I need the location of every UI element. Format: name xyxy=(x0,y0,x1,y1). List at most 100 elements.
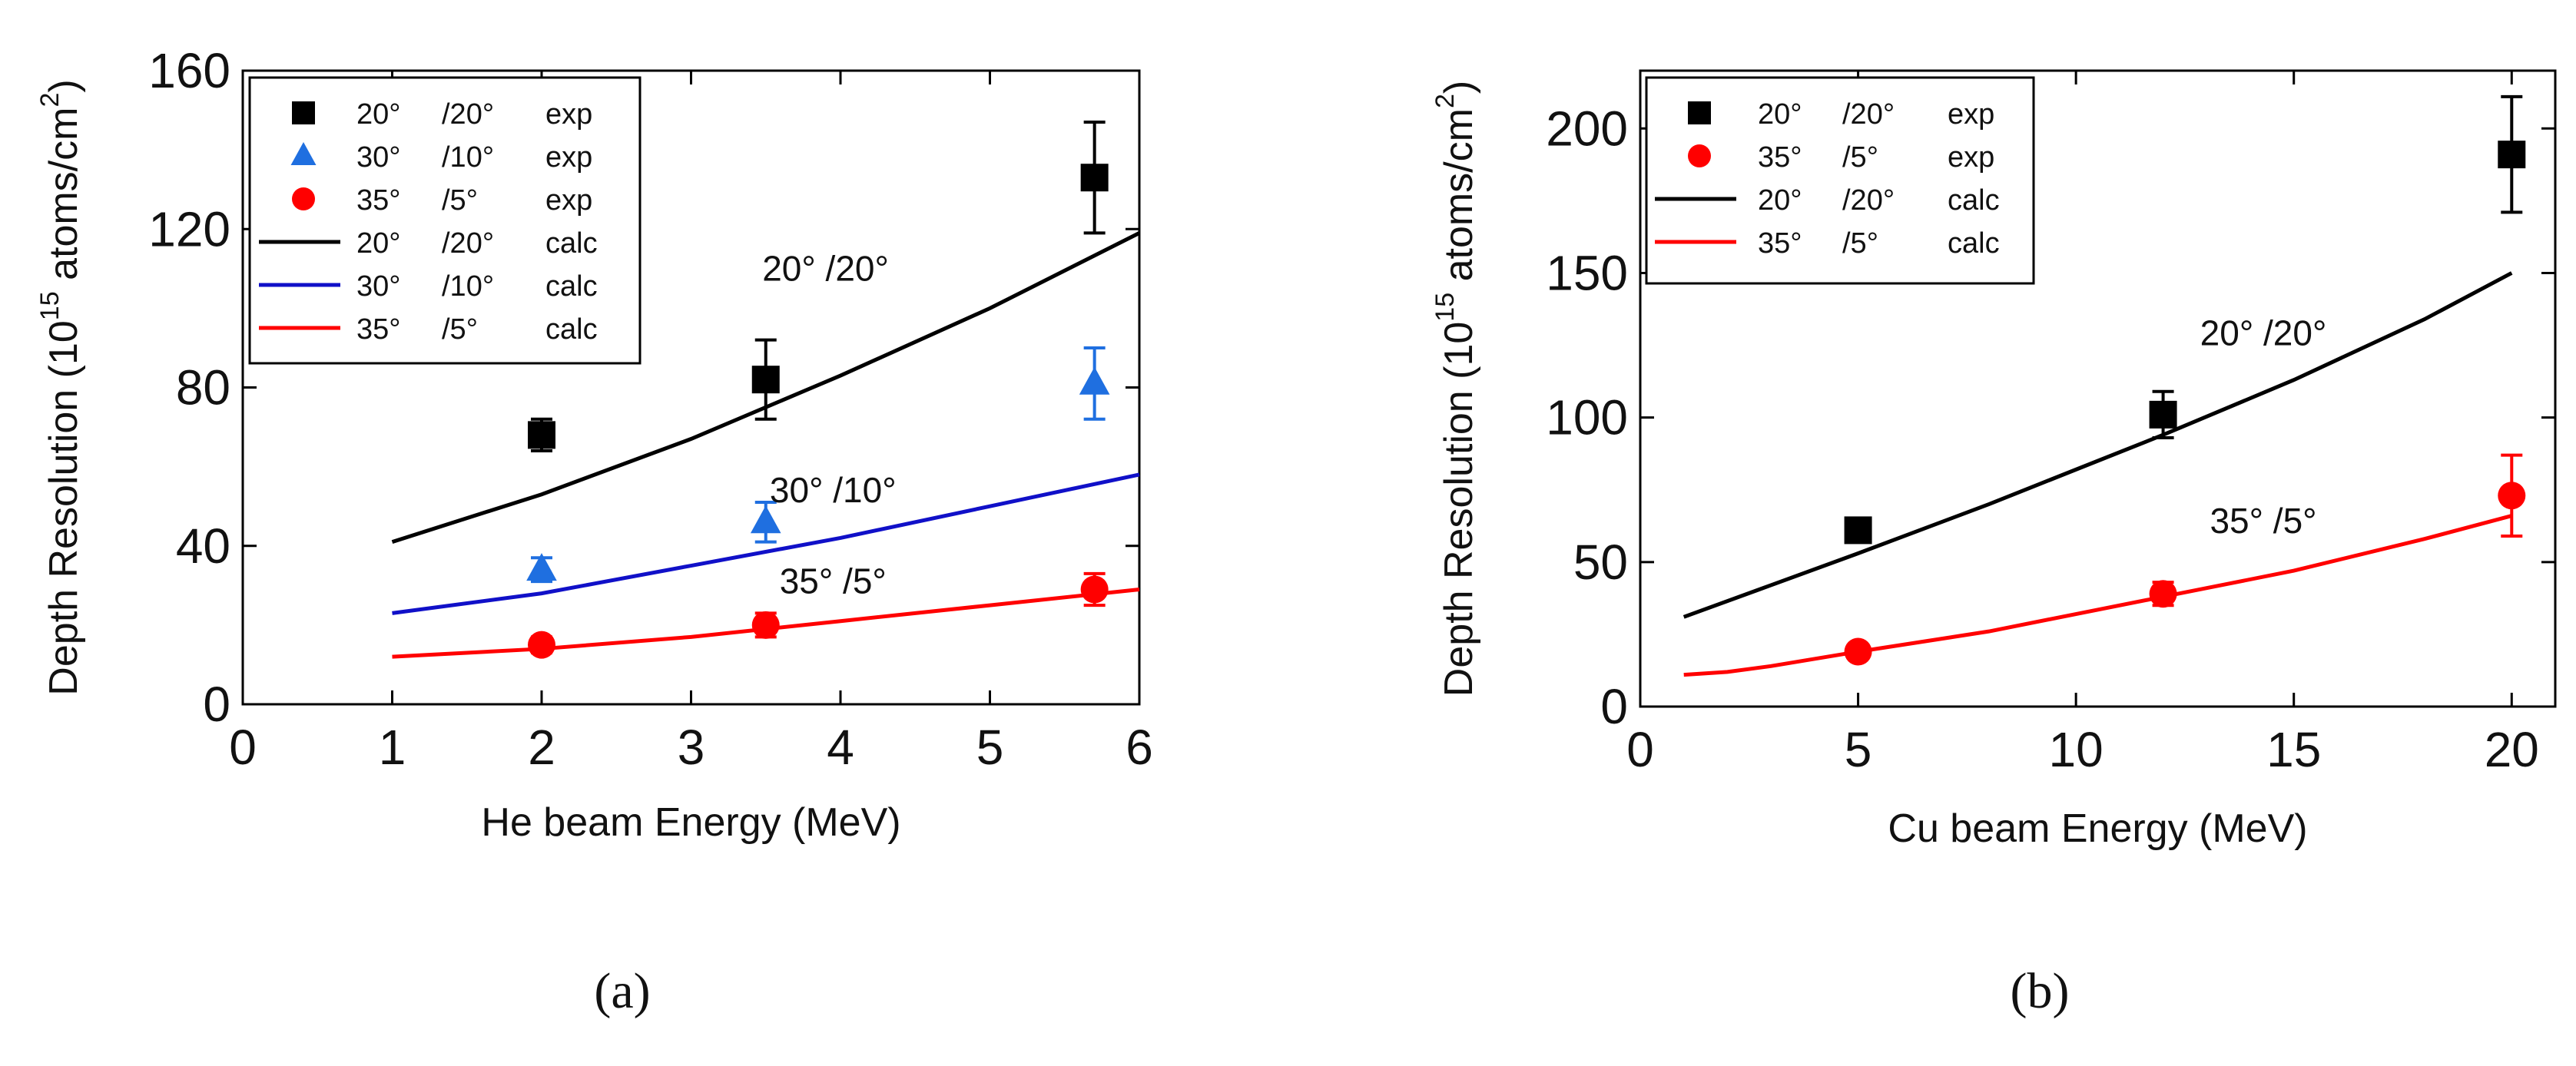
legend-entry: 35° /5° calc xyxy=(1655,227,2000,260)
data-point-square xyxy=(528,421,555,449)
data-point-square xyxy=(1844,516,1872,545)
legend-marker-circle xyxy=(1688,144,1711,167)
legend-label-kind: calc xyxy=(1948,227,2000,260)
legend: 20° /20° exp 35° /5° exp 20° /20° calc 35° /5° calc xyxy=(1645,76,2035,285)
legend-label-angle2: /5° xyxy=(1842,227,1878,260)
x-tick-label: 10 xyxy=(2049,722,2104,777)
legend-label-kind: exp xyxy=(545,141,592,174)
y-axis-title-exp: 15 xyxy=(35,291,65,320)
legend-marker-circle xyxy=(292,187,315,210)
data-point-circle xyxy=(751,611,780,639)
data-point-square xyxy=(751,366,780,394)
legend: 20° /20° exp 30° /10° exp 35° /5° exp 20° /20° calc… xyxy=(248,76,642,365)
y-tick-label: 100 xyxy=(1546,390,1628,445)
panel-label: (b) xyxy=(2011,963,2070,1019)
legend-marker-square xyxy=(1688,101,1711,124)
legend-entry: 30° /10° exp xyxy=(290,141,592,174)
panel-label: (a) xyxy=(594,963,650,1019)
y-axis-title-exp2: 2 xyxy=(35,93,65,108)
legend-label-angle2: /20° xyxy=(442,98,494,131)
legend-label-kind: exp xyxy=(1948,98,1994,131)
x-axis-title: Cu beam Energy (MeV) xyxy=(1888,806,2307,851)
legend-label-angle1: 30° xyxy=(356,141,400,174)
legend-label-angle2: /20° xyxy=(442,227,494,260)
legend-label-angle1: 35° xyxy=(356,313,400,346)
legend-box xyxy=(248,76,642,365)
legend-entry: 20° /20° calc xyxy=(1655,184,2000,217)
x-tick-label: 5 xyxy=(976,720,1004,775)
data-point-square xyxy=(1080,164,1109,192)
x-tick-label: 15 xyxy=(2266,722,2321,777)
legend-label-angle2: /20° xyxy=(1842,98,1895,131)
series-line-4 xyxy=(392,472,1140,615)
x-tick-label: 4 xyxy=(827,720,854,775)
legend-label-angle1: 30° xyxy=(356,270,400,303)
y-axis-title-exp: 15 xyxy=(1431,293,1460,322)
data-point-circle xyxy=(1844,637,1872,666)
annotation-label: 20° /20° xyxy=(2200,313,2327,353)
chart-panel-a: 0 1 2 3 4 5 6 0 40 80 120 160 He beam Energy (MeV) De… xyxy=(35,43,1153,1019)
y-axis-title-prefix: Depth Resolution (10 xyxy=(1437,322,1481,697)
data-point-square xyxy=(2498,141,2526,169)
legend-label-angle2: /10° xyxy=(442,141,494,174)
x-tick-label: 2 xyxy=(528,720,555,775)
x-tick-label: 0 xyxy=(229,720,257,775)
legend-entry: 35° /5° exp xyxy=(292,184,592,217)
x-tick-label: 20 xyxy=(2485,722,2539,777)
y-tick-label: 40 xyxy=(176,518,230,574)
y-tick-label: 120 xyxy=(148,201,230,257)
y-tick-label: 0 xyxy=(203,677,230,732)
legend-label-kind: exp xyxy=(545,184,592,217)
legend-label-angle1: 35° xyxy=(1758,227,1802,260)
legend-label-angle1: 35° xyxy=(1758,141,1802,174)
x-tick-label: 5 xyxy=(1845,722,1872,777)
legend-label-kind: exp xyxy=(545,98,592,131)
legend-label-angle2: /20° xyxy=(1842,184,1895,217)
x-tick-label: 0 xyxy=(1626,722,1654,777)
y-tick-label: 80 xyxy=(176,360,230,415)
data-point-circle xyxy=(1080,575,1109,604)
legend-entry: 35° /5° calc xyxy=(259,313,598,346)
legend-entry: 20° /20° exp xyxy=(1688,98,1994,131)
x-axis-title: He beam Energy (MeV) xyxy=(481,800,900,845)
legend-entry: 20° /20° calc xyxy=(259,227,598,260)
y-axis-title: Depth Resolution (1015 atoms/cm2) xyxy=(1431,81,1481,697)
y-axis-title-suffix: ) xyxy=(41,79,86,92)
legend-label-angle2: /10° xyxy=(442,270,494,303)
annotation-label: 20° /20° xyxy=(762,248,889,288)
y-tick-label: 200 xyxy=(1546,101,1628,156)
y-tick-label: 160 xyxy=(148,43,230,98)
legend-label-kind: calc xyxy=(1948,184,2000,217)
legend-label-kind: calc xyxy=(545,227,598,260)
legend-label-angle2: /5° xyxy=(442,313,478,346)
legend-label-angle2: /5° xyxy=(1842,141,1878,174)
data-point-circle xyxy=(2498,482,2526,510)
legend-marker-triangle xyxy=(290,142,317,165)
plot-frame xyxy=(1639,69,2557,708)
data-point-triangle xyxy=(1079,366,1110,395)
legend-marker-square xyxy=(292,101,315,124)
x-tick-label: 6 xyxy=(1126,720,1153,775)
data-point-circle xyxy=(528,631,555,659)
x-tick-label: 3 xyxy=(678,720,705,775)
y-tick-label: 150 xyxy=(1546,245,1628,300)
y-axis-title-suffix: ) xyxy=(1437,81,1481,94)
y-axis-title: Depth Resolution (1015 atoms/cm2) xyxy=(35,79,86,695)
annotation-label: 35° /5° xyxy=(2210,501,2316,541)
legend-entry: 30° /10° calc xyxy=(259,270,598,303)
legend-entry: 20° /20° exp xyxy=(292,98,592,131)
annotation-label: 35° /5° xyxy=(780,561,887,601)
legend-label-kind: calc xyxy=(545,270,598,303)
y-tick-label: 50 xyxy=(1573,535,1628,590)
legend-entry: 35° /5° exp xyxy=(1688,141,1994,174)
data-point-triangle xyxy=(750,505,781,534)
annotation-label: 30° /10° xyxy=(770,470,897,510)
y-axis-title-mid: atoms/cm xyxy=(41,108,86,292)
x-tick-label: 1 xyxy=(379,720,406,775)
series-line-2 xyxy=(1683,271,2513,619)
data-point-square xyxy=(2149,400,2177,429)
data-point-circle xyxy=(2149,580,2177,608)
series-line-3 xyxy=(1683,514,2512,677)
